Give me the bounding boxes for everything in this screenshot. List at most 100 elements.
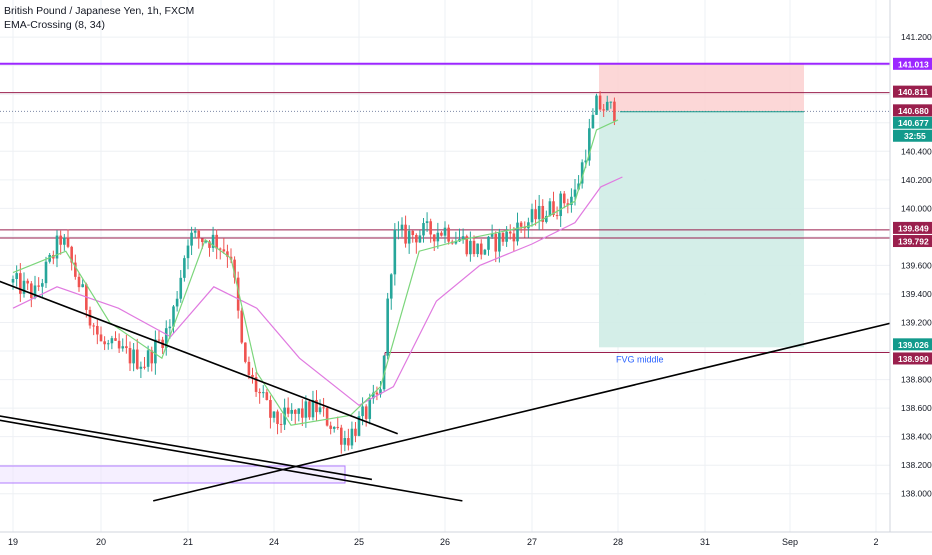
candle-body bbox=[613, 101, 616, 122]
candle-body bbox=[418, 235, 422, 243]
x-tick-label: Sep bbox=[782, 537, 798, 547]
candle-body bbox=[422, 223, 425, 236]
fvg-middle-level-tag bbox=[893, 352, 932, 365]
candle-body bbox=[411, 230, 415, 236]
candle-body bbox=[276, 411, 279, 424]
candle-body bbox=[322, 407, 325, 409]
support-lower-tag bbox=[893, 235, 932, 248]
candle-body bbox=[447, 227, 450, 242]
countdown-tag bbox=[893, 129, 932, 142]
candle-body bbox=[172, 306, 175, 327]
candle-body bbox=[605, 101, 609, 111]
symbol-title: British Pound / Japanese Yen, 1h, FXCM bbox=[4, 5, 195, 17]
candle-body bbox=[332, 426, 336, 429]
candle-body bbox=[258, 391, 261, 394]
candle-body bbox=[179, 277, 183, 299]
candle-body bbox=[407, 230, 411, 244]
current-price-tag bbox=[893, 116, 932, 129]
candle-body bbox=[472, 240, 476, 255]
candle-body bbox=[139, 366, 143, 369]
candle-body bbox=[570, 196, 573, 206]
candle-body bbox=[598, 95, 602, 110]
candle-body bbox=[393, 229, 397, 275]
candle-body bbox=[357, 416, 361, 436]
candle-body bbox=[494, 233, 498, 252]
candle-body bbox=[530, 209, 534, 223]
candle-body bbox=[272, 411, 276, 418]
candle-body bbox=[404, 224, 407, 244]
candle-body bbox=[545, 215, 548, 222]
x-tick-label: 19 bbox=[8, 537, 18, 547]
candle-body bbox=[117, 340, 121, 349]
candle-body bbox=[389, 274, 393, 299]
candle-body bbox=[183, 258, 186, 278]
candle-body bbox=[226, 251, 229, 257]
candle-body bbox=[375, 392, 379, 395]
candle-body bbox=[555, 215, 559, 217]
candle-body bbox=[552, 201, 555, 216]
y-tick-label: 140.000 bbox=[901, 203, 932, 213]
candle-body bbox=[293, 409, 297, 414]
candle-body bbox=[290, 409, 294, 414]
y-tick-label: 139.400 bbox=[901, 289, 932, 299]
chart-legend: British Pound / Japanese Yen, 1h, FXCM E… bbox=[4, 4, 194, 32]
candle-body bbox=[501, 232, 505, 242]
fvg-middle-level-tag-label: 138.990 bbox=[898, 354, 929, 364]
ema-slow-line bbox=[12, 176, 623, 407]
descending-trendline-lower-b bbox=[0, 419, 463, 502]
candle-body bbox=[297, 408, 301, 414]
candle-body bbox=[379, 389, 382, 395]
candle-body bbox=[595, 95, 598, 115]
candle-body bbox=[562, 193, 566, 204]
ema-fast-line bbox=[12, 119, 619, 426]
x-tick-label: 2 bbox=[873, 537, 878, 547]
candle-body bbox=[436, 232, 440, 242]
candle-body bbox=[135, 349, 139, 369]
candle-body bbox=[304, 401, 308, 418]
purple-level-tag bbox=[893, 57, 932, 70]
candle-body bbox=[432, 234, 436, 242]
candle-body bbox=[361, 406, 364, 417]
candle-body bbox=[74, 262, 77, 277]
candle-body bbox=[400, 224, 404, 230]
price-line-tag-label: 140.680 bbox=[898, 106, 929, 116]
candle-body bbox=[103, 341, 106, 345]
candle-body bbox=[132, 349, 135, 364]
candle-body bbox=[265, 392, 269, 400]
candle-body bbox=[336, 426, 340, 428]
candle-body bbox=[26, 280, 29, 284]
candle-body bbox=[329, 425, 332, 429]
purple-level-tag-label: 141.013 bbox=[898, 59, 929, 69]
candle-body bbox=[37, 285, 40, 287]
candle-body bbox=[11, 279, 15, 283]
candle-body bbox=[537, 205, 541, 220]
candle-body bbox=[55, 235, 59, 259]
support-upper-tag bbox=[893, 221, 932, 234]
candle-body bbox=[269, 399, 272, 418]
candle-body bbox=[44, 261, 48, 284]
candle-body bbox=[218, 248, 222, 250]
indicator-title: EMA-Crossing (8, 34) bbox=[4, 19, 105, 31]
candle-body bbox=[208, 241, 211, 248]
candle-body bbox=[110, 338, 114, 344]
candle-body bbox=[368, 398, 372, 419]
candle-body bbox=[483, 249, 487, 255]
candle-body bbox=[584, 160, 588, 163]
resistance-upper-tag-label: 140.811 bbox=[898, 87, 929, 97]
candle-body bbox=[573, 189, 577, 197]
fvg-middle-label: FVG middle bbox=[616, 354, 664, 364]
candle-body bbox=[175, 298, 179, 307]
candle-body bbox=[286, 407, 290, 414]
candle-body bbox=[41, 283, 44, 287]
candle-body bbox=[215, 234, 218, 249]
candle-body bbox=[512, 233, 516, 242]
candle-body bbox=[548, 201, 552, 216]
candle-body bbox=[519, 222, 523, 227]
y-tick-label: 138.600 bbox=[901, 403, 932, 413]
candle-body bbox=[143, 366, 146, 368]
price-line-tag bbox=[893, 104, 932, 117]
y-tick-label: 139.600 bbox=[901, 260, 932, 270]
candle-body bbox=[233, 259, 236, 278]
